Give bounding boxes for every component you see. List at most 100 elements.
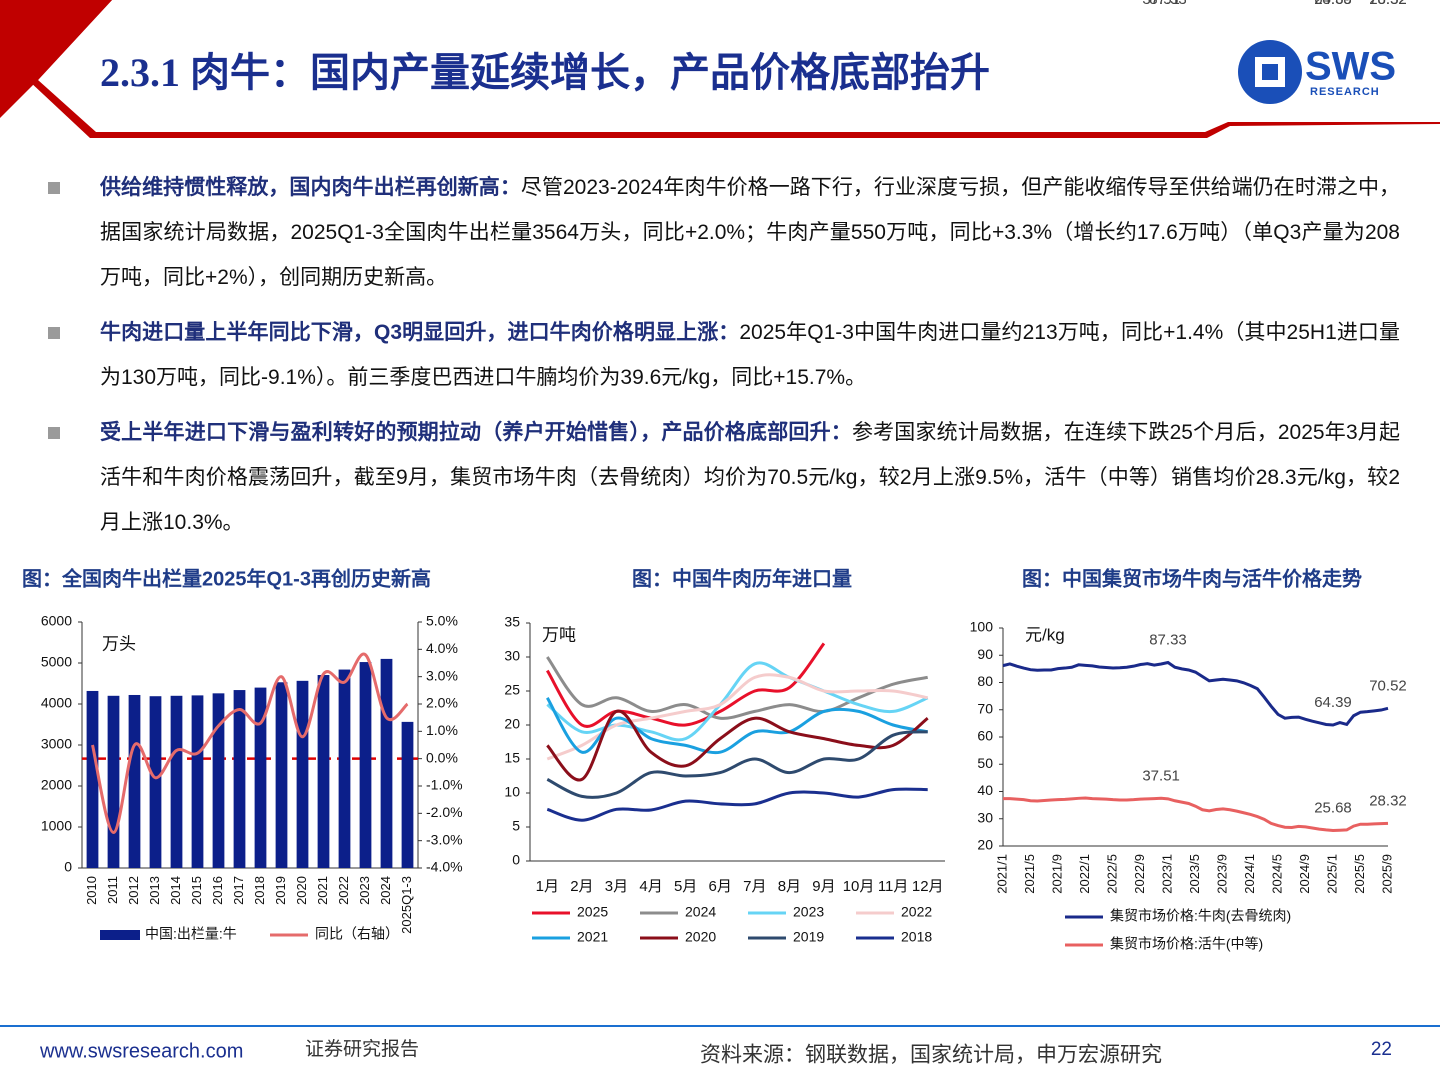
y-tick-label: 90 xyxy=(977,646,993,662)
x-tick-label: 2015 xyxy=(189,876,204,905)
y-tick-label: 50 xyxy=(977,755,993,771)
x-tick-label: 2023/1 xyxy=(1159,854,1174,894)
bar xyxy=(191,695,204,868)
legend-swatch xyxy=(100,930,140,940)
y2-tick-label: -3.0% xyxy=(426,831,463,847)
x-tick-label: 2011 xyxy=(105,876,120,904)
y-tick-label: 30 xyxy=(977,809,993,825)
logo-text: SWS xyxy=(1305,45,1396,89)
logo-sub: RESEARCH xyxy=(1310,86,1380,98)
bullet-marker xyxy=(48,327,60,339)
y-tick-label: 15 xyxy=(504,750,520,766)
y2-tick-label: 5.0% xyxy=(426,613,458,629)
data-label: 64.39 xyxy=(1314,0,1352,8)
data-label: 37.51 xyxy=(1142,767,1180,784)
bar xyxy=(128,694,141,868)
x-tick-label: 2024 xyxy=(378,876,393,905)
bar xyxy=(275,682,288,868)
y-tick-label: 30 xyxy=(504,648,520,664)
bullet-lead: 供给维持惯性释放，国内肉牛出栏再创新高： xyxy=(100,176,521,199)
page-title: 2.3.1 肉牛：国内产量延续增长，产品价格底部抬升 xyxy=(100,50,990,95)
logo-inner xyxy=(1262,64,1278,80)
y-tick-label: 20 xyxy=(977,837,993,853)
y2-tick-label: 2.0% xyxy=(426,695,458,711)
y-tick-label: 35 xyxy=(504,614,520,630)
data-label: 25.68 xyxy=(1314,799,1352,816)
data-label: 37.51 xyxy=(1142,0,1180,8)
bullet: 供给维持惯性释放，国内肉牛出栏再创新高：尽管2023-2024年肉牛价格一路下行… xyxy=(100,165,1400,300)
x-tick-label: 4月 xyxy=(639,878,662,895)
x-tick-label: 2021/9 xyxy=(1049,854,1064,894)
x-tick-label: 2020 xyxy=(294,876,309,905)
x-tick-label: 3月 xyxy=(605,878,628,895)
legend-label: 2024 xyxy=(685,904,716,920)
bar xyxy=(338,669,351,868)
x-tick-label: 8月 xyxy=(778,878,801,895)
data-label: 87.33 xyxy=(1149,0,1187,8)
x-tick-label: 2025/5 xyxy=(1352,854,1367,894)
line xyxy=(91,652,409,834)
legend-label: 集贸市场价格:活牛(中等) xyxy=(1110,936,1263,952)
x-tick-label: 11月 xyxy=(878,878,909,895)
line xyxy=(546,696,928,755)
x-tick-label: 2012 xyxy=(126,876,141,905)
legend-label: 2022 xyxy=(901,904,932,920)
bar xyxy=(380,658,393,868)
line xyxy=(546,730,928,799)
y-tick-label: 40 xyxy=(977,782,993,798)
data-label: 87.33 xyxy=(1149,631,1187,648)
header-corner xyxy=(0,0,112,118)
line xyxy=(546,656,928,720)
y-tick-label: 10 xyxy=(504,784,520,800)
x-tick-label: 2019 xyxy=(273,876,288,905)
line xyxy=(546,787,928,822)
x-tick-label: 2018 xyxy=(252,876,267,905)
x-tick-label: 7月 xyxy=(743,878,766,895)
bullet: 牛肉进口量上半年同比下滑，Q3明显回升，进口牛肉价格明显上涨：2025年Q1-3… xyxy=(100,310,1400,400)
y-tick-label: 0 xyxy=(64,859,72,875)
x-tick-label: 2024/5 xyxy=(1269,854,1284,894)
legend-label: 中国:出栏量:牛 xyxy=(145,926,237,942)
y2-tick-label: 4.0% xyxy=(426,640,458,656)
x-tick-label: 12月 xyxy=(912,878,944,895)
bullet-lead: 受上半年进口下滑与盈利转好的预期拉动（养户开始惜售），产品价格底部回升： xyxy=(100,421,852,444)
x-tick-label: 2023/5 xyxy=(1187,854,1202,894)
y2-tick-label: 0.0% xyxy=(426,749,458,765)
y-tick-label: 80 xyxy=(977,673,993,689)
x-tick-label: 2022/9 xyxy=(1132,854,1147,894)
bar xyxy=(233,690,246,868)
x-tick-label: 9月 xyxy=(812,878,835,895)
line xyxy=(1003,796,1389,833)
bar xyxy=(212,693,225,868)
x-tick-label: 2021/1 xyxy=(994,854,1009,894)
footer-url: www.swsresearch.com xyxy=(39,1040,243,1062)
bar xyxy=(317,675,330,868)
x-tick-label: 2021/5 xyxy=(1022,854,1037,894)
x-tick-label: 2016 xyxy=(210,876,225,905)
x-tick-label: 2022/1 xyxy=(1077,854,1092,894)
y-tick-label: 25 xyxy=(504,682,520,698)
legend-label: 集贸市场价格:牛肉(去骨统肉) xyxy=(1110,908,1291,924)
data-label: 64.39 xyxy=(1314,694,1352,711)
x-tick-label: 2月 xyxy=(570,878,593,895)
legend-label: 2025 xyxy=(577,904,608,920)
x-tick-label: 5月 xyxy=(674,878,697,895)
bullet-text: 参考国家统计局数据，在连续下跌25个月后，2025年3月起活牛和牛肉价格震荡回升… xyxy=(100,421,1400,534)
y2-tick-label: 1.0% xyxy=(426,722,458,738)
line xyxy=(546,709,929,782)
x-tick-label: 2013 xyxy=(147,876,162,905)
footer-source: 资料来源：钢联数据，国家统计局，申万宏源研究 xyxy=(700,1044,1162,1067)
bullet-marker xyxy=(48,182,60,194)
y-tick-label: 1000 xyxy=(41,818,72,834)
y2-tick-label: 3.0% xyxy=(426,667,458,683)
bar xyxy=(401,721,414,868)
line xyxy=(546,642,826,728)
legend-label: 2021 xyxy=(577,929,608,945)
x-tick-label: 2025/9 xyxy=(1379,854,1394,894)
y-tick-label: 20 xyxy=(504,716,520,732)
line xyxy=(546,673,929,761)
axis-label: 万吨 xyxy=(542,625,576,644)
data-label: 28.32 xyxy=(1369,0,1407,8)
chart-title: 图：中国牛肉历年进口量 xyxy=(632,566,852,590)
